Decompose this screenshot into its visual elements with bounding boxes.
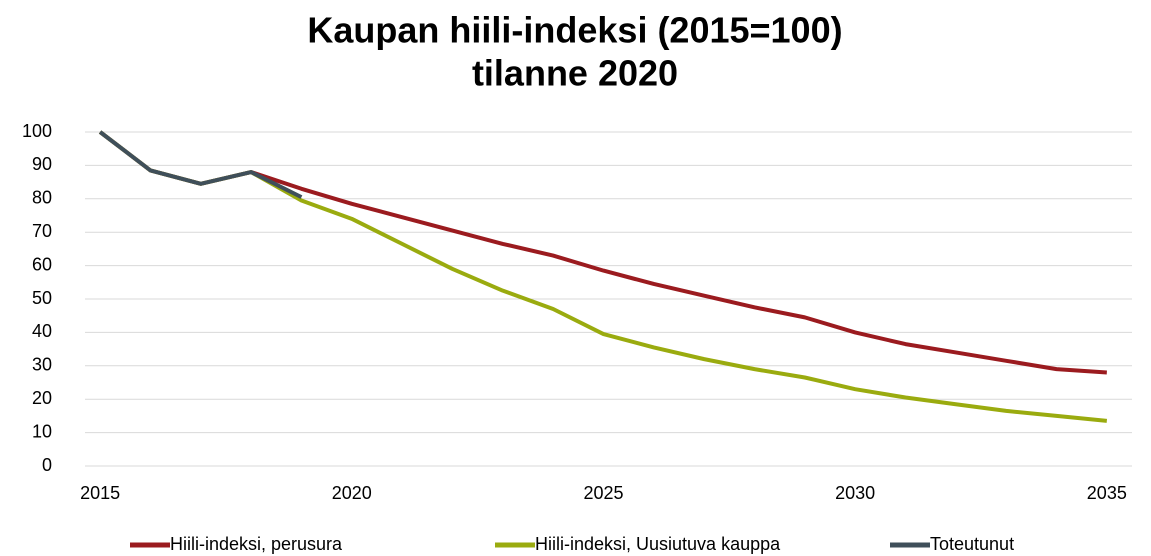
- x-tick-label: 2015: [80, 483, 120, 503]
- y-tick-label: 10: [32, 421, 52, 441]
- series-line: [98, 130, 1107, 375]
- legend-label: Hiili-indeksi, Uusiutuva kauppa: [535, 534, 781, 554]
- y-tick-label: 100: [22, 121, 52, 141]
- y-tick-label: 20: [32, 388, 52, 408]
- y-tick-label: 70: [32, 221, 52, 241]
- legend-label: Toteutunut: [930, 534, 1014, 554]
- y-tick-label: 90: [32, 154, 52, 174]
- x-tick-label: 2025: [583, 483, 623, 503]
- legend-label: Hiili-indeksi, perusura: [170, 534, 343, 554]
- y-tick-label: 60: [32, 254, 52, 274]
- x-tick-label: 2035: [1087, 483, 1127, 503]
- x-tick-label: 2030: [835, 483, 875, 503]
- y-tick-label: 50: [32, 288, 52, 308]
- chart-subtitle: tilanne 2020: [472, 53, 678, 94]
- series-line: [98, 130, 1108, 423]
- y-tick-label: 80: [32, 188, 52, 208]
- y-tick-label: 30: [32, 355, 52, 375]
- y-tick-label: 0: [42, 455, 52, 475]
- series-line: [98, 130, 303, 199]
- x-tick-label: 2020: [332, 483, 372, 503]
- chart-title: Kaupan hiili-indeksi (2015=100): [307, 10, 842, 51]
- y-tick-label: 40: [32, 321, 52, 341]
